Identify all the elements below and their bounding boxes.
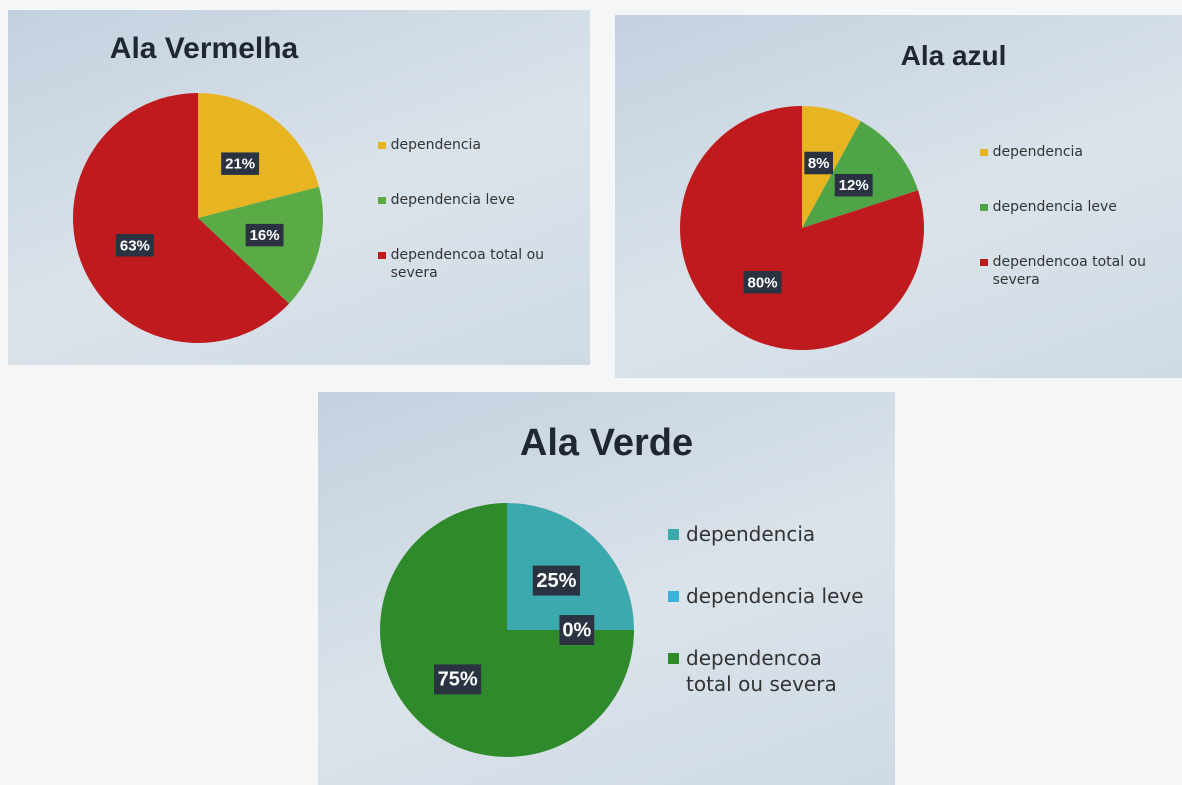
legend-label: dependencoa total ou severa <box>390 246 545 282</box>
legend-label: dependencia leve <box>686 584 864 608</box>
chart-panel: Ala azul 8% 12% 80% dependencia dependencia l… <box>615 15 1182 378</box>
value-label: 21% <box>225 156 255 173</box>
pie-chart: 21% 16% 63% <box>72 93 323 343</box>
chart-title: Ala Verde <box>519 422 694 464</box>
legend-label: dependencia <box>390 136 482 153</box>
chart-title: Ala azul <box>900 40 1007 71</box>
chart-panel: Ala Verde 25% 0% 75% dependencia dependencia … <box>318 392 895 785</box>
pie-chart: 25% 0% 75% <box>380 503 634 757</box>
legend-swatch <box>980 148 988 157</box>
value-label-box <box>559 615 595 645</box>
pie-slice <box>72 93 290 343</box>
value-label: 75% <box>438 669 478 691</box>
legend-label: dependencia leve <box>390 191 515 208</box>
chart-title: Ala Vermelha <box>109 32 299 65</box>
legend-swatch <box>668 653 679 664</box>
value-label-box <box>743 271 782 294</box>
legend-swatch <box>668 529 679 540</box>
value-label-box <box>804 151 833 175</box>
value-label: 0% <box>562 619 591 641</box>
value-label: 25% <box>536 570 576 592</box>
value-label: 12% <box>839 177 869 194</box>
value-label-box <box>115 234 154 257</box>
legend-label: dependencoa total ou severa <box>686 646 837 696</box>
value-label: 8% <box>808 155 830 172</box>
value-label-box <box>434 664 482 695</box>
value-label: 80% <box>748 274 778 291</box>
value-label-box <box>532 565 580 596</box>
legend-label: dependencia <box>992 143 1084 160</box>
legend-swatch <box>980 258 988 267</box>
value-label-box <box>245 223 284 247</box>
legend-label: dependencia <box>686 522 816 546</box>
value-label-box <box>834 173 873 197</box>
legend-label: dependencia leve <box>992 198 1117 215</box>
legend-swatch <box>668 591 679 602</box>
value-label-box <box>221 152 260 175</box>
legend-swatch <box>378 196 386 205</box>
chart-panel: Ala Vermelha 21% 16% 63% dependencia dependen… <box>8 10 590 365</box>
pie-chart: 8% 12% 80% <box>680 106 924 350</box>
value-label: 16% <box>250 227 280 244</box>
pie-slice <box>680 106 924 350</box>
legend-swatch <box>980 203 988 212</box>
legend-swatch <box>378 141 386 150</box>
legend-label: dependencoa total ou severa <box>992 253 1147 289</box>
value-label: 63% <box>120 237 150 254</box>
legend-swatch <box>378 251 386 260</box>
